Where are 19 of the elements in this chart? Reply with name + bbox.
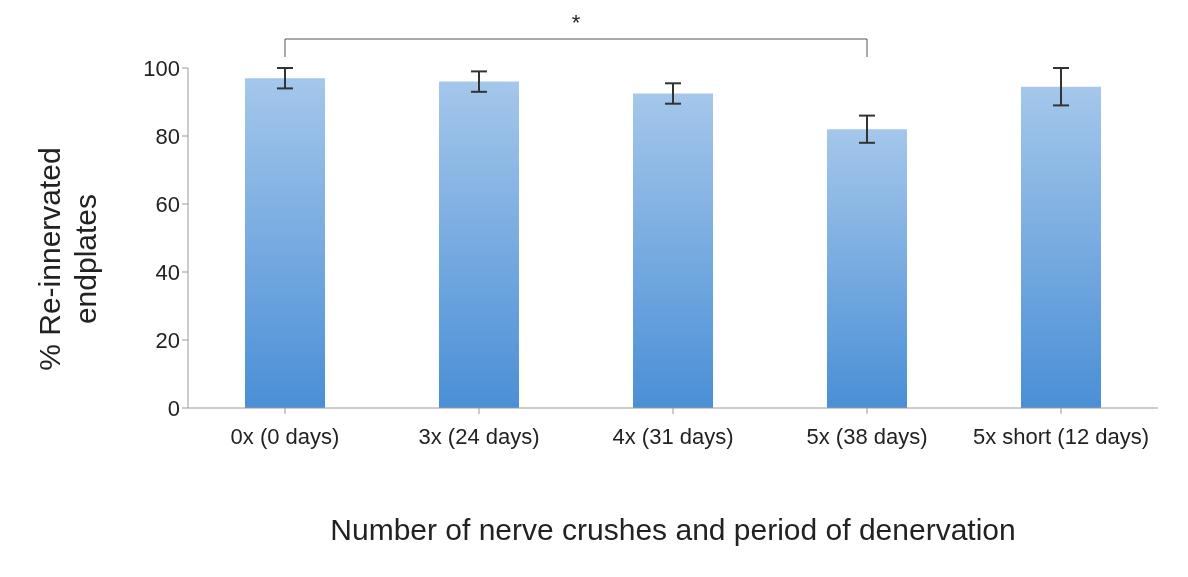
x-tick-label: 4x (31 days) bbox=[612, 423, 734, 449]
x-axis-title: Number of nerve crushes and period of denervation bbox=[329, 513, 1017, 547]
y-tick-label: 100 bbox=[143, 55, 180, 81]
y-tick-label: 60 bbox=[155, 191, 180, 217]
x-tick-label: 5x short (12 days) bbox=[972, 423, 1150, 449]
y-tick-label: 20 bbox=[155, 327, 180, 353]
y-tick-label: 80 bbox=[155, 123, 180, 149]
bar bbox=[633, 93, 713, 408]
bar bbox=[827, 129, 907, 408]
y-tick-label: 40 bbox=[155, 259, 180, 285]
bar bbox=[245, 78, 325, 408]
x-tick-label: 5x (38 days) bbox=[806, 423, 928, 449]
y-tick-label: 0 bbox=[167, 395, 180, 421]
x-tick-label: 3x (24 days) bbox=[418, 423, 540, 449]
text: * bbox=[570, 10, 582, 36]
bar bbox=[1021, 86, 1101, 408]
y-axis-title: % Re-innervated endplates bbox=[32, 146, 103, 373]
bar bbox=[439, 81, 519, 408]
x-tick-label: 0x (0 days) bbox=[230, 423, 340, 449]
